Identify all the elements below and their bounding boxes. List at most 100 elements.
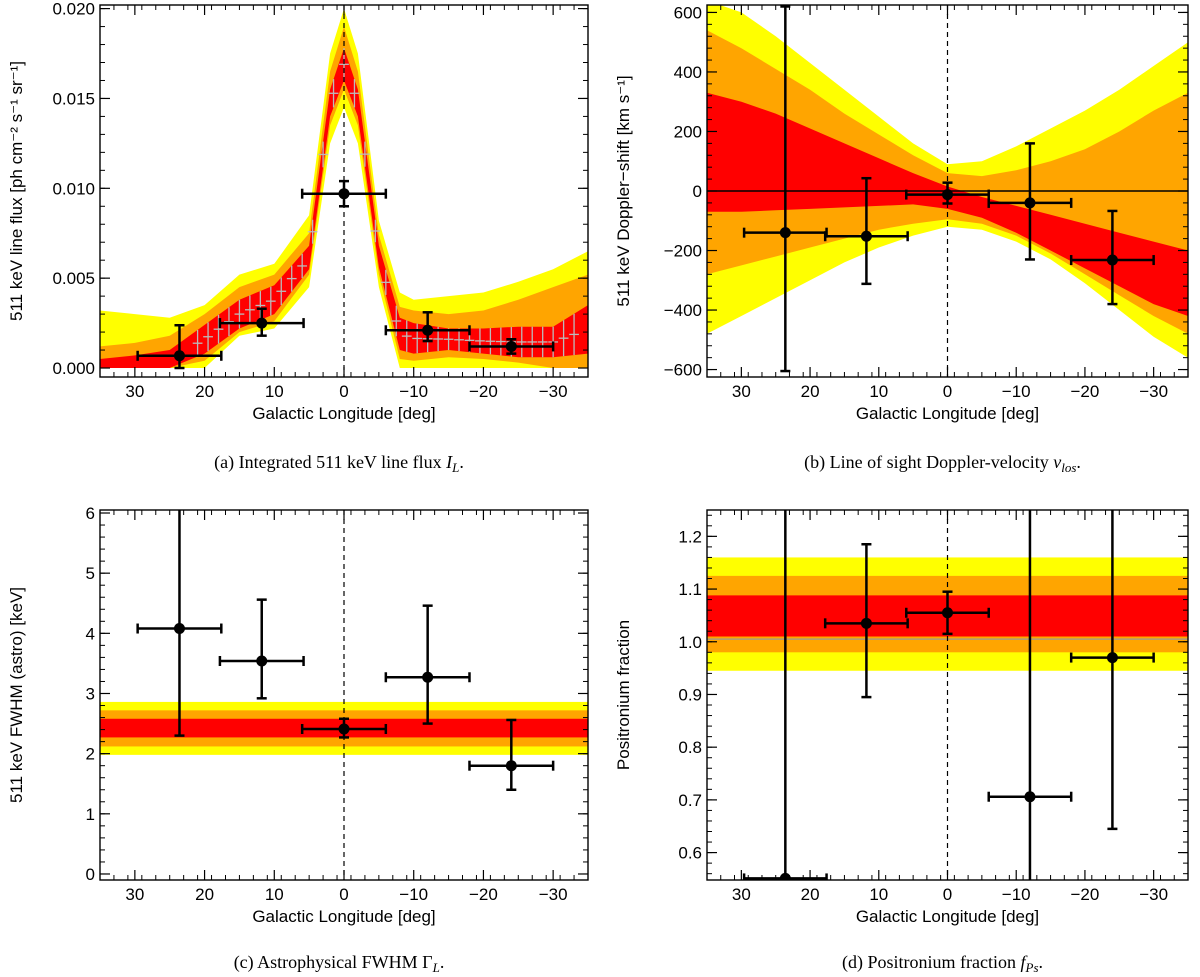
data-point (300, 717, 388, 739)
x-tick-label: −10 (399, 382, 428, 401)
caption-subscript: los (1061, 460, 1076, 475)
x-tick-label: −20 (469, 885, 498, 904)
y-tick-label: 600 (674, 3, 702, 22)
y-tick-label: 1.0 (678, 633, 702, 652)
plot-area (707, 5, 1188, 377)
y-tick-label: −200 (664, 242, 702, 261)
plot-area (100, 510, 588, 880)
caption-period: . (459, 452, 464, 472)
data-point (823, 543, 909, 699)
point-marker (1024, 791, 1036, 803)
point-marker (505, 760, 517, 772)
data-point (384, 311, 471, 343)
caption-subscript: L (432, 960, 440, 975)
point-marker (1024, 197, 1036, 209)
x-tick-label: 20 (801, 382, 820, 401)
y-axis-label: 511 keV FWHM (astro) [keV] (7, 587, 26, 803)
caption-text: (b) Line of sight Doppler-velocity (804, 452, 1053, 473)
data-point (823, 176, 909, 286)
x-tick-label: 10 (265, 382, 284, 401)
y-tick-label: 0 (86, 865, 95, 884)
x-tick-label: −20 (1071, 382, 1100, 401)
data-point (468, 338, 555, 355)
y-tick-label: 2 (86, 745, 95, 764)
y-tick-label: 0.6 (678, 844, 702, 863)
point-marker (422, 324, 434, 336)
x-tick-label: 30 (125, 885, 144, 904)
caption-period: . (1039, 952, 1044, 972)
data-point (742, 510, 828, 880)
y-tick-label: 0.8 (678, 738, 702, 757)
panel-a: 30 20 10 0 −10 −20 −30 0.000 0.005 0.010 0.015 0.02… (7, 0, 589, 475)
point-marker (338, 723, 350, 735)
x-tick-label: −10 (399, 885, 428, 904)
x-tick-label: −30 (1139, 382, 1168, 401)
x-axis-label: Galactic Longitude [deg] (856, 907, 1039, 926)
y-tick-label: 1 (86, 805, 95, 824)
data-point (987, 142, 1073, 261)
x-axis-label: Galactic Longitude [deg] (252, 907, 435, 926)
point-marker (860, 230, 872, 242)
caption-symbol: f (1020, 952, 1028, 972)
y-tick-label: 0.000 (52, 359, 95, 378)
point-marker (942, 607, 953, 619)
panel-d: 30 20 10 0 −10 −20 −30 0.6 0.7 0.8 0.9 1.0 1.1 1.2 Gal… (614, 509, 1189, 975)
x-tick-label: −30 (1139, 885, 1168, 904)
y-tick-label: 5 (86, 564, 95, 583)
x-tick-label: −10 (1002, 885, 1031, 904)
x-tick-label: 10 (869, 885, 888, 904)
y-tick-label: 0.005 (52, 269, 95, 288)
y-tick-label: 0.9 (678, 685, 702, 704)
data-point (300, 179, 388, 208)
x-tick-label: −20 (469, 382, 498, 401)
y-axis-label: Positronium fraction (614, 620, 633, 770)
point-marker (942, 189, 953, 201)
y-tick-label: −600 (664, 361, 702, 380)
caption-subscript: Ps (1025, 960, 1039, 975)
x-tick-label: −30 (539, 382, 568, 401)
panel-caption: (b) Line of sight Doppler-velocity vlos. (804, 452, 1081, 475)
y-tick-label: 1.1 (678, 580, 702, 599)
y-tick-label: 0.010 (52, 179, 95, 198)
data-point (384, 604, 471, 725)
y-tick-label: 0.020 (52, 0, 95, 19)
caption-symbol: I (445, 452, 453, 472)
panel-c: 30 20 10 0 −10 −20 −30 0 1 2 3 4 5 6 Galactic Longitud… (7, 504, 589, 975)
y-tick-label: 0.7 (678, 791, 702, 810)
data-point (1069, 510, 1155, 831)
data-point (136, 510, 223, 737)
x-tick-label: 30 (125, 382, 144, 401)
point-marker (860, 617, 872, 629)
y-tick-label: 4 (86, 624, 95, 643)
point-marker (256, 655, 268, 667)
point-marker (256, 317, 268, 329)
caption-period: . (1076, 452, 1081, 472)
data-point (987, 510, 1073, 880)
caption-text: (c) Astrophysical FWHM (234, 952, 422, 973)
y-tick-label: 1.2 (678, 527, 702, 546)
point-marker (1106, 652, 1118, 664)
data-point (1069, 209, 1155, 306)
caption-text: (d) Positronium fraction (842, 952, 1020, 973)
plot-area (707, 510, 1188, 880)
plot-area (100, 5, 588, 377)
panel-caption: (c) Astrophysical FWHM ΓL. (234, 952, 445, 975)
panel-caption: (d) Positronium fraction fPs. (842, 952, 1043, 975)
x-axis-label: Galactic Longitude [deg] (856, 404, 1039, 423)
panel-b: 30 20 10 0 −10 −20 −30 −600 −400 −200 0 200 400 600 Ga… (614, 3, 1189, 475)
point-marker (505, 340, 517, 352)
point-marker (338, 188, 350, 200)
data-point (218, 307, 305, 337)
point-marker (1106, 254, 1118, 266)
point-marker (173, 623, 185, 635)
y-tick-label: 0 (693, 182, 702, 201)
x-tick-label: 20 (195, 885, 214, 904)
data-point (905, 181, 990, 205)
data-point (468, 718, 555, 792)
x-tick-label: 0 (943, 885, 952, 904)
y-tick-label: 3 (86, 684, 95, 703)
band-red (100, 48, 588, 368)
point-marker (779, 227, 791, 239)
panel-caption: (a) Integrated 511 keV line flux IL. (214, 452, 464, 475)
y-tick-label: 0.015 (52, 89, 95, 108)
